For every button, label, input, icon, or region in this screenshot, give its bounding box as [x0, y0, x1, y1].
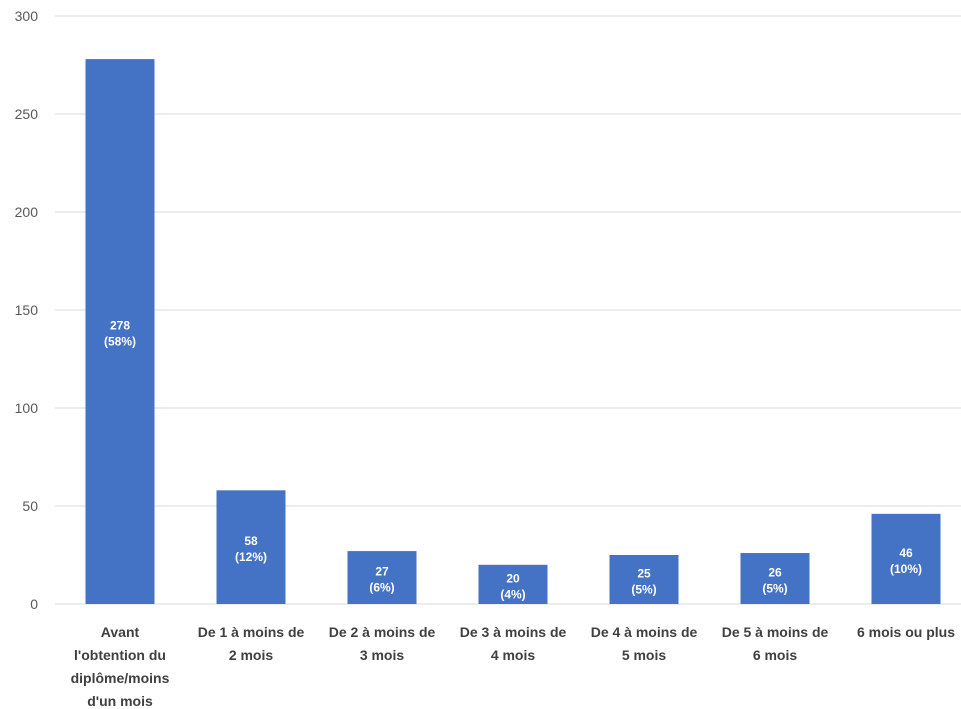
- x-tick-label: De 3 à moins de: [460, 624, 567, 640]
- data-label-value: 46: [899, 546, 913, 560]
- x-tick-label: De 1 à moins de: [198, 624, 305, 640]
- data-label-percent: (5%): [631, 583, 656, 597]
- y-tick-label: 150: [15, 302, 39, 318]
- data-labels: 278 (58%) 58 (12%) 27 (6%) 20 (4%) 25 (5%) 26 (5%) 4…: [104, 319, 922, 602]
- data-label-percent: (58%): [104, 335, 136, 349]
- y-tick-label: 200: [15, 204, 39, 220]
- x-tick-label: 5 mois: [622, 647, 667, 663]
- data-label-value: 27: [375, 565, 389, 579]
- x-tick-label: 6 mois: [753, 647, 798, 663]
- x-tick-label: d'un mois: [87, 693, 153, 709]
- data-label-value: 58: [244, 534, 258, 548]
- gridlines: [55, 15, 961, 605]
- y-tick-label: 250: [15, 106, 39, 122]
- y-tick-label: 0: [30, 596, 38, 612]
- bar: [85, 59, 155, 605]
- bar: [216, 490, 286, 604]
- y-tick-label: 300: [15, 8, 39, 24]
- x-tick-label: Avant: [101, 624, 140, 640]
- x-tick-label: l'obtention du: [74, 647, 166, 663]
- x-axis-labels: Avant l'obtention du diplôme/moins d'un moi…: [71, 624, 956, 709]
- y-axis-ticks: 0 50 100 150 200 250 300: [15, 8, 39, 612]
- y-tick-label: 50: [22, 498, 38, 514]
- x-tick-label: De 4 à moins de: [591, 624, 698, 640]
- x-tick-label: De 5 à moins de: [722, 624, 829, 640]
- bar: [609, 555, 679, 604]
- x-tick-label: 6 mois ou plus: [857, 624, 955, 640]
- data-label-value: 20: [506, 571, 520, 585]
- data-label-percent: (5%): [762, 582, 787, 596]
- data-label-percent: (4%): [500, 587, 525, 601]
- bar: [347, 551, 417, 604]
- x-tick-label: 4 mois: [491, 647, 536, 663]
- x-tick-label: 3 mois: [360, 647, 405, 663]
- bar: [478, 564, 548, 604]
- data-label-value: 26: [768, 566, 782, 580]
- data-label-percent: (10%): [890, 562, 922, 576]
- bar: [740, 553, 810, 604]
- y-tick-label: 100: [15, 400, 39, 416]
- data-label-value: 25: [637, 567, 651, 581]
- x-tick-label: 2 mois: [229, 647, 274, 663]
- bar: [871, 513, 941, 604]
- bars: [85, 59, 941, 605]
- data-label-percent: (12%): [235, 550, 267, 564]
- x-tick-label: diplôme/moins: [71, 670, 170, 686]
- x-tick-label: De 2 à moins de: [329, 624, 436, 640]
- data-label-percent: (6%): [369, 581, 394, 595]
- data-label-value: 278: [110, 319, 130, 333]
